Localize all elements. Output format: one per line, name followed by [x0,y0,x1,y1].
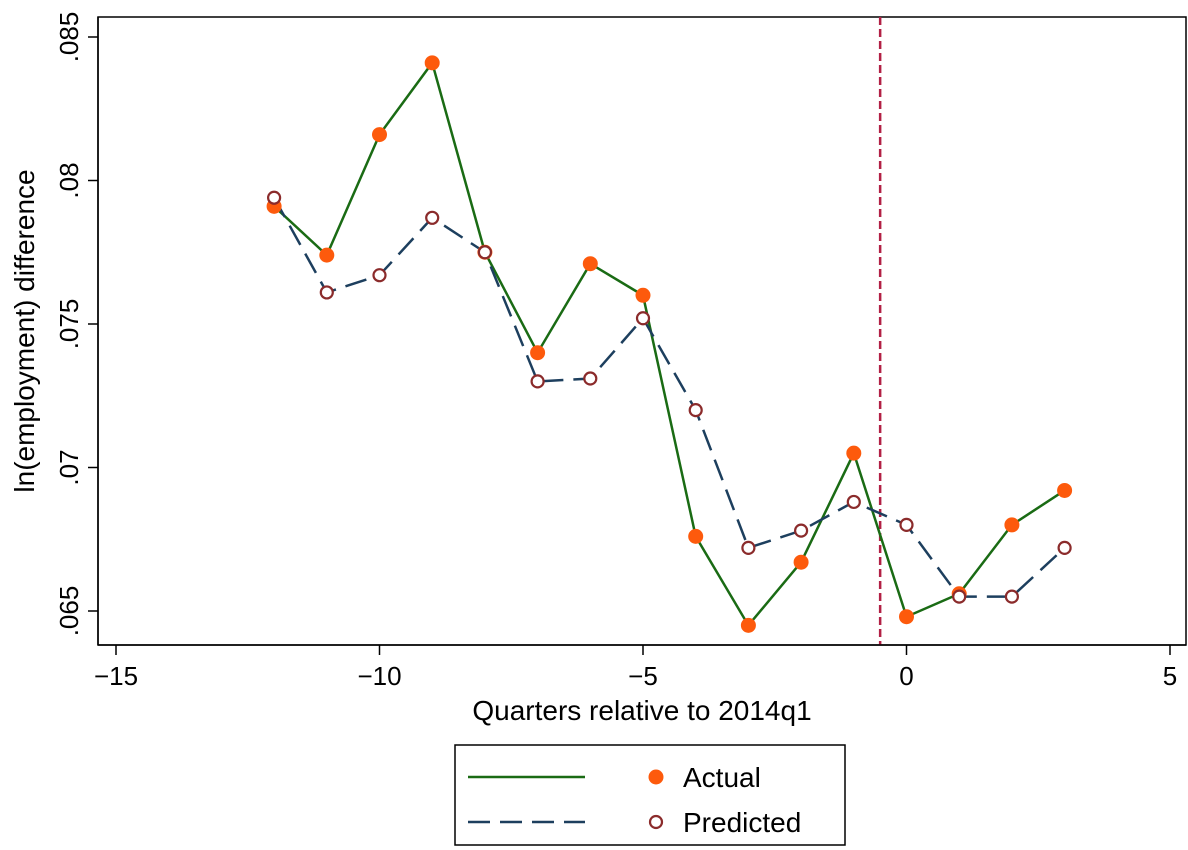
x-tick-label: 0 [899,661,913,691]
x-tick-label: −15 [94,661,138,691]
data-point-actual [740,617,756,633]
data-point-actual [793,554,809,570]
data-point-predicted [793,523,809,538]
data-point-predicted [319,285,334,300]
data-point-predicted [688,403,703,418]
data-point-predicted [899,517,914,533]
legend-box [454,744,846,846]
legend-key-marker-predicted [648,814,664,830]
data-point-actual [424,55,440,71]
data-point-actual [688,528,704,544]
data-point-predicted [1057,540,1072,555]
data-point-actual [372,127,387,143]
data-point-predicted [1004,589,1020,604]
y-tick-label: .07 [54,449,84,485]
y-tick-label: .085 [54,12,84,63]
data-point-actual [530,345,546,361]
legend-label-predicted: Predicted [683,807,801,838]
data-point-predicted [741,540,756,555]
data-point-actual [1057,482,1073,498]
data-point-actual [635,287,651,303]
legend-label-actual: Actual [683,762,761,793]
legend: Actual Predicted [454,744,846,846]
x-tick-label: −5 [628,661,658,691]
data-point-predicted [477,245,492,260]
series-line-actual [273,60,1066,628]
data-point-predicted [952,589,967,604]
y-tick-label: .065 [54,586,84,637]
data-point-actual [899,609,914,625]
data-point-actual [582,256,598,272]
legend-key-marker-actual [648,769,664,785]
data-point-predicted [425,210,440,225]
data-point-predicted [635,311,651,326]
x-axis-title: Quarters relative to 2014q1 [472,695,811,726]
x-tick-label: −10 [357,661,401,691]
data-point-predicted [372,268,387,283]
data-point-actual [319,247,335,263]
data-point-predicted [583,371,598,386]
y-axis-title: ln(employment) difference [9,169,40,492]
data-point-predicted [846,494,861,510]
y-tick-label: .075 [54,299,84,350]
data-point-actual [1004,517,1020,533]
series-line-predicted [273,197,1066,598]
data-point-predicted [530,374,545,389]
y-tick-label: .08 [54,162,84,198]
x-tick-label: 5 [1163,661,1177,691]
data-point-actual [846,445,862,461]
data-point-predicted [267,190,282,205]
plot-frame [97,16,1187,646]
